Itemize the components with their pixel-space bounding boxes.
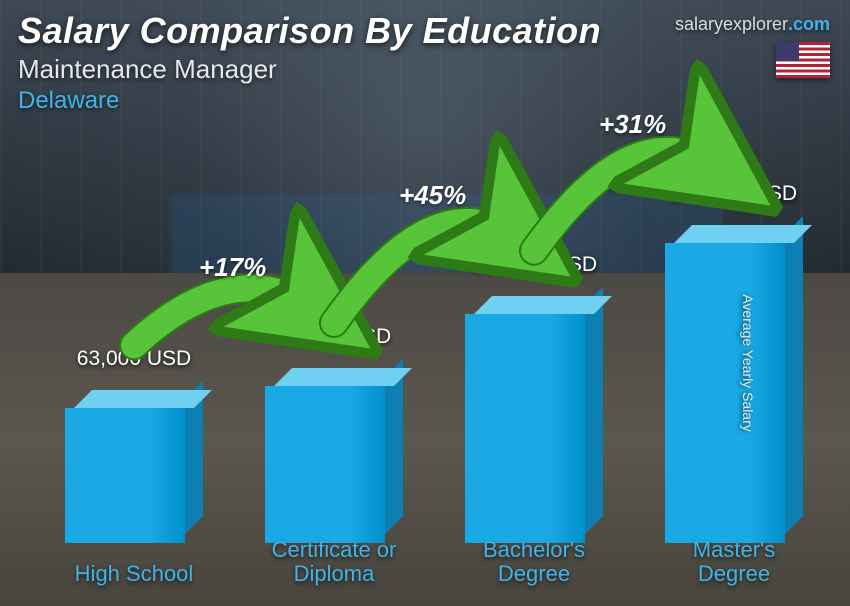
bar [465,303,585,532]
y-axis-label: Average Yearly Salary [739,294,755,432]
brand-logo: salaryexplorer.com [675,14,830,35]
increase-pct: +45% [399,180,466,211]
increase-pct: +17% [199,252,266,283]
brand-main: salaryexplorer [675,14,788,34]
region-label: Delaware [18,87,832,115]
bar [65,397,185,532]
bar-value: 107,000 USD [471,253,597,277]
bar-chart: 63,000 USD High School 73,400 USD Certifica… [30,140,810,586]
subtitle: Maintenance Manager [18,54,832,85]
bar [665,232,785,532]
flag-icon [776,42,830,78]
brand-suffix: .com [788,14,830,34]
bar-value: 140,000 USD [671,182,797,206]
bar-category: Certificate orDiploma [244,538,424,586]
bar-value: 73,400 USD [277,325,391,349]
infographic: Salary Comparison By Education Maintenan… [0,0,850,606]
bar-category: Master'sDegree [644,538,824,586]
bar-category: High School [44,562,224,586]
bars-area: 63,000 USDHigh School73,400 USDCertifica… [30,140,810,532]
bar-value: 63,000 USD [77,347,191,371]
bar-category: Bachelor'sDegree [444,538,624,586]
bar [265,375,385,532]
increase-pct: +31% [599,109,666,140]
